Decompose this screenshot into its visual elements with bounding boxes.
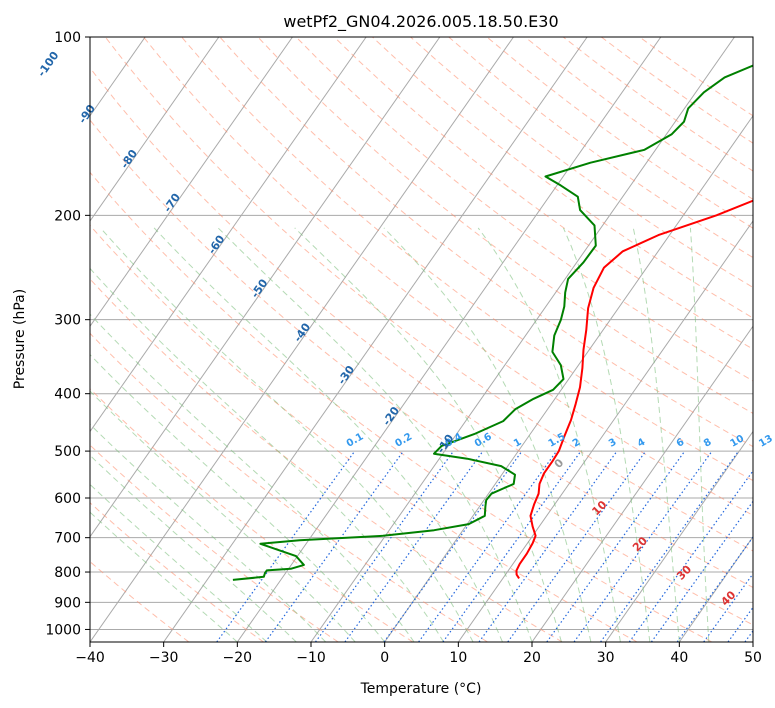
dry-adiabat (90, 332, 488, 642)
x-tick-label: 10 (449, 650, 467, 666)
dry-adiabat (257, 37, 753, 414)
y-tick-label: 600 (54, 491, 81, 507)
mixing-ratio-line (573, 450, 713, 642)
isotherm-line (90, 37, 514, 642)
isotherm-line (163, 37, 588, 642)
isotherm-line (236, 37, 662, 642)
dry-adiabat (90, 67, 753, 588)
x-tick-label: 50 (744, 650, 762, 666)
moist-adiabat (90, 390, 356, 642)
moist-adiabat (632, 227, 680, 642)
axes: −40 −30 −20 −10 0 10 20 30 40 50 100 200 300 400 500 60… (45, 30, 762, 666)
dry-adiabat (143, 37, 753, 516)
isotherm-line (531, 325, 753, 642)
dewpoint-line (232, 64, 753, 581)
y-tick-label: 200 (54, 208, 81, 224)
isotherm-line (90, 37, 293, 328)
y-tick-label: 500 (54, 444, 81, 460)
plot-frame (89, 36, 754, 643)
x-tick-label: −40 (75, 650, 105, 666)
mixing-ratio-line (383, 450, 523, 642)
dry-adiabat (90, 502, 264, 642)
moist-adiabat (562, 227, 651, 642)
mixing-ratio-line (264, 450, 404, 642)
x-tick-label: −20 (223, 650, 253, 666)
moist-adiabat (153, 227, 503, 642)
mixing-ratio-line (314, 450, 454, 642)
y-tick-label: 700 (54, 531, 81, 547)
moist-adiabat (100, 227, 474, 642)
mixing-ratio-label: 4 (636, 437, 648, 450)
moist-adiabat (477, 227, 621, 642)
temperature-line (515, 199, 753, 579)
profile-lines (232, 64, 753, 581)
mixing-ratio-line (628, 469, 753, 642)
moist-adiabat (90, 423, 327, 642)
dry-adiabat (90, 119, 753, 626)
y-tick-label: 1000 (45, 622, 81, 638)
y-tick-label: 900 (54, 595, 81, 611)
dry-adiabat (295, 37, 753, 382)
isotherm-line (90, 37, 367, 433)
dry-adiabat (104, 37, 753, 552)
x-tick-label: −30 (149, 650, 179, 666)
dry-adiabat (90, 388, 414, 642)
mixing-ratio-line (507, 450, 647, 642)
mixing-ratio-line (478, 450, 618, 642)
reference-lines (90, 37, 753, 642)
x-tick-label: 40 (670, 650, 688, 666)
dry-adiabat (90, 171, 712, 642)
mixing-ratio-label: 2 (571, 437, 583, 450)
x-tick-label: 20 (523, 650, 541, 666)
y-tick-label: 100 (54, 30, 81, 46)
x-tick-label: 0 (380, 650, 389, 666)
mixing-ratio-label: 3 (607, 437, 619, 450)
mixing-ratio-line (216, 450, 356, 642)
dry-adiabat (90, 224, 638, 642)
dry-adiabat (90, 444, 339, 642)
isotherm-line (90, 37, 441, 538)
mixing-ratio-line (344, 450, 484, 642)
chart-title: wetPf2_GN04.2026.005.18.50.E30 (283, 12, 558, 32)
moist-adiabat (689, 227, 710, 642)
dry-adiabat (410, 37, 753, 289)
isotherm-line (90, 37, 220, 222)
moist-adiabat (90, 353, 386, 642)
mixing-ratio-label: 1 (512, 437, 524, 450)
x-tick-label: 30 (597, 650, 615, 666)
y-tick-label: 300 (54, 313, 81, 329)
x-axis-label: Temperature (°C) (360, 681, 482, 697)
y-axis-label: Pressure (hPa) (12, 289, 28, 389)
isotherm-line (384, 114, 753, 642)
mixing-ratio-line (546, 450, 686, 642)
y-tick-label: 400 (54, 387, 81, 403)
moist-adiabat (90, 511, 238, 642)
mixing-ratio-line (442, 450, 582, 642)
moist-adiabat (90, 267, 445, 642)
moist-adiabat (90, 454, 297, 642)
dry-adiabat (219, 37, 753, 448)
isotherm-line (605, 430, 753, 642)
y-tick-label: 800 (54, 565, 81, 581)
x-tick-label: −10 (296, 650, 326, 666)
mixing-ratio-label: 6 (675, 437, 687, 450)
moist-adiabat (90, 483, 268, 642)
moist-adiabat (217, 227, 533, 642)
mixing-ratio-label: 8 (702, 437, 714, 450)
mixing-ratio-line (600, 450, 740, 642)
dry-adiabat (90, 278, 563, 642)
moist-adiabat (383, 227, 592, 642)
mixing-ratio-line (418, 450, 558, 642)
